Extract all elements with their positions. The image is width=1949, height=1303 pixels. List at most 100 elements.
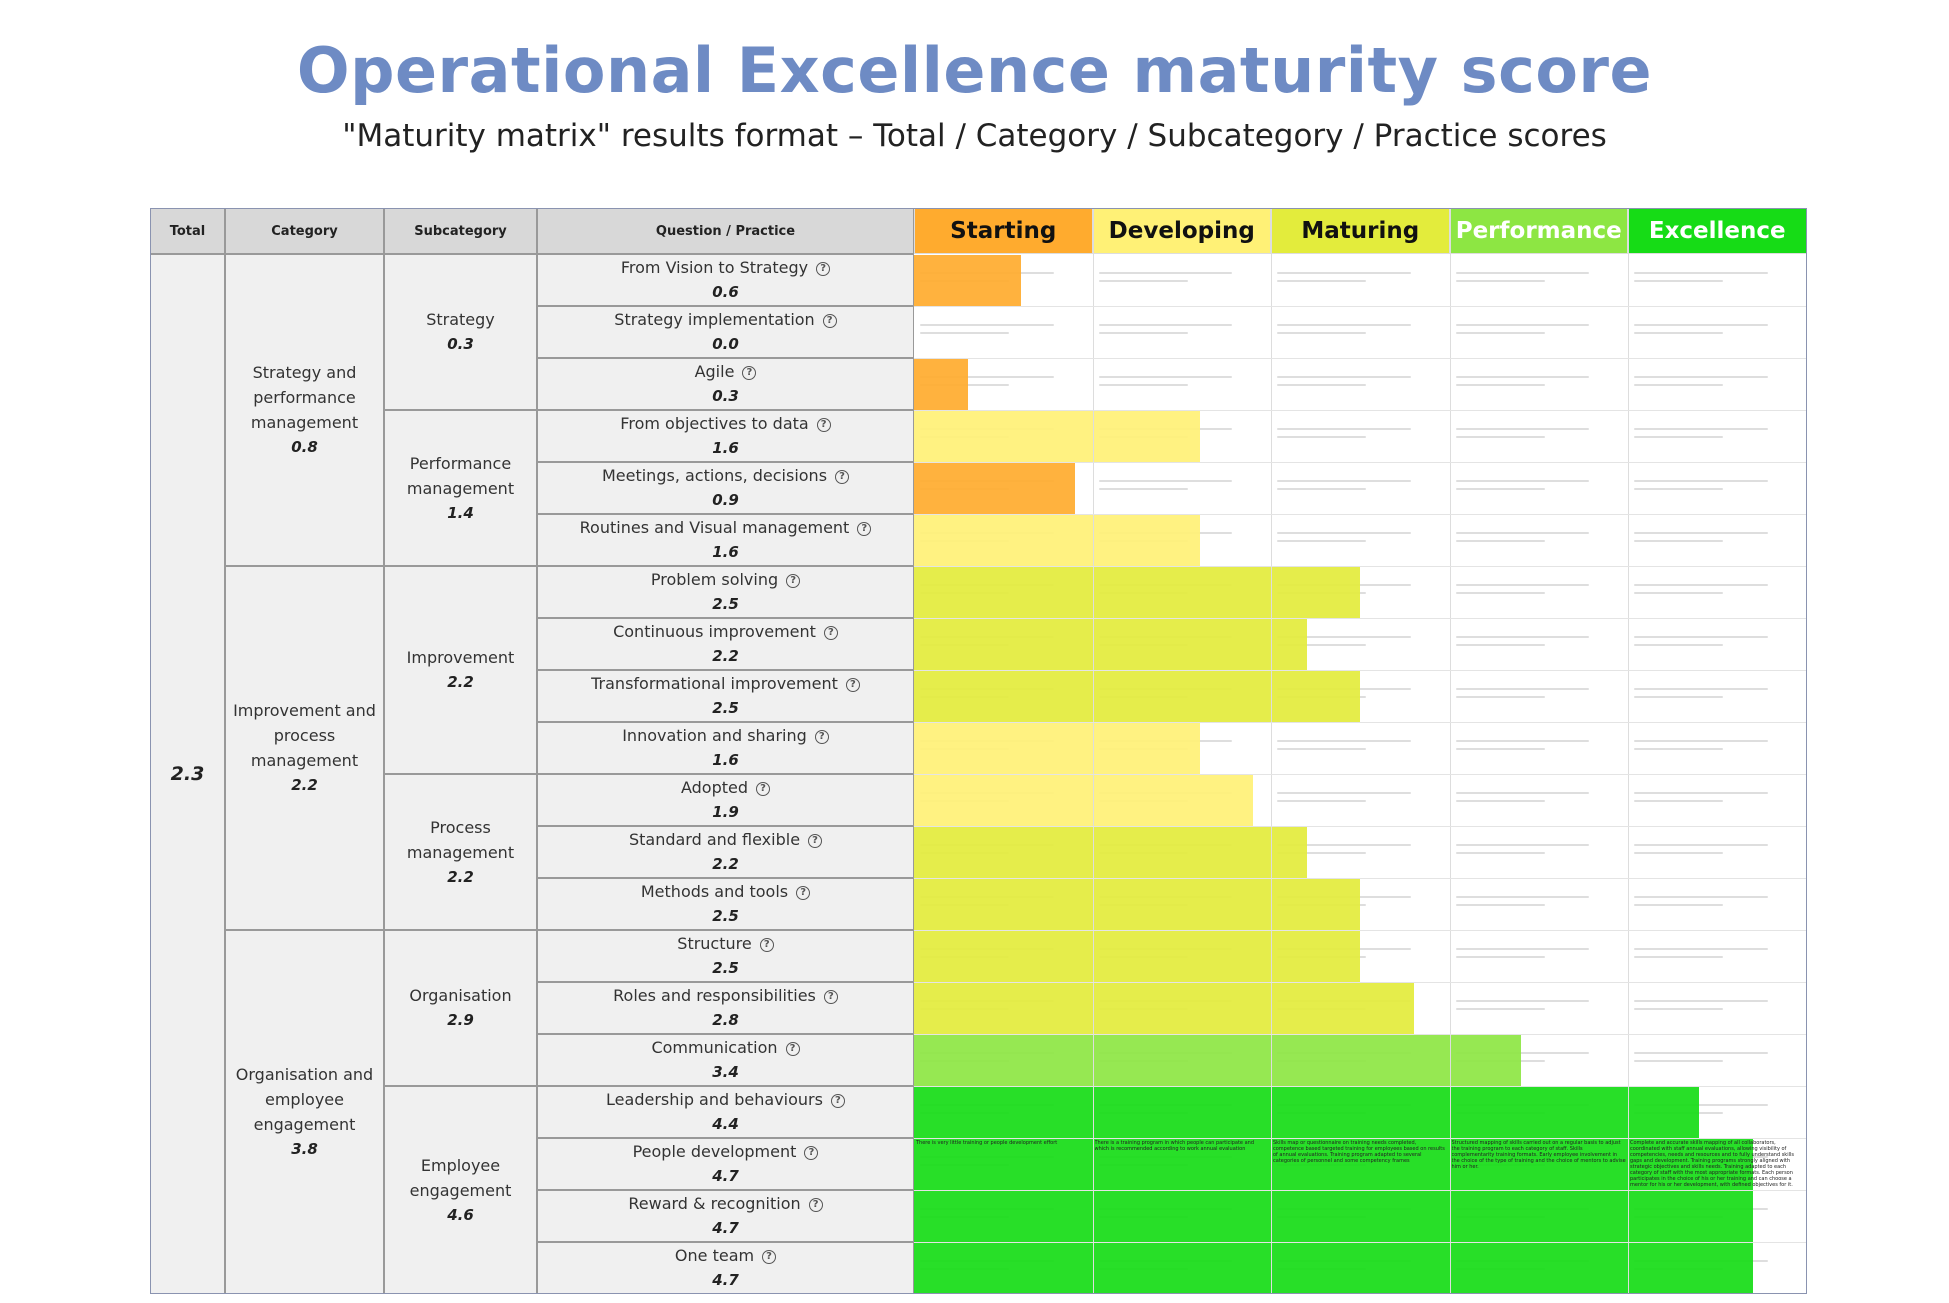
practice-label-row: From objectives to data? xyxy=(620,411,831,436)
help-icon[interactable]: ? xyxy=(835,469,850,484)
practice-cell: People development? 4.7 xyxy=(537,1138,914,1190)
help-icon[interactable]: ? xyxy=(756,781,771,796)
description-blur-line xyxy=(1098,480,1233,482)
description-blur-line xyxy=(920,324,1054,326)
header-category: Category xyxy=(225,208,384,254)
description-blur-line xyxy=(1455,584,1590,586)
page-title: Operational Excellence maturity score xyxy=(296,34,1653,107)
practice-score: 0.0 xyxy=(712,335,739,353)
row-divider xyxy=(914,774,1807,775)
description-blur-line xyxy=(1455,272,1590,274)
help-icon[interactable]: ? xyxy=(796,885,811,900)
practice-bar xyxy=(914,1191,1753,1242)
description-blur-line xyxy=(1455,376,1590,378)
practice-cell: Roles and responsibilities? 2.8 xyxy=(537,982,914,1034)
help-icon[interactable]: ? xyxy=(808,833,823,848)
practice-label: Problem solving xyxy=(650,570,779,589)
practice-bar xyxy=(914,723,1200,774)
help-icon[interactable]: ? xyxy=(857,521,872,536)
help-icon[interactable]: ? xyxy=(786,573,801,588)
help-icon[interactable]: ? xyxy=(823,989,838,1004)
description-blur-line xyxy=(1277,280,1367,282)
header-subcategory: Subcategory xyxy=(384,208,537,254)
help-icon[interactable]: ? xyxy=(814,729,829,744)
practice-bar xyxy=(914,1035,1521,1086)
total-cell: 2.3 xyxy=(150,254,225,1294)
practice-label: Meetings, actions, decisions xyxy=(601,466,828,485)
description-blur-line xyxy=(1455,280,1545,282)
description-blur-line xyxy=(1455,644,1545,646)
help-icon[interactable]: ? xyxy=(816,417,831,432)
description-blur-line xyxy=(1277,540,1367,542)
help-icon[interactable]: ? xyxy=(759,937,774,952)
practice-bar xyxy=(914,983,1414,1034)
practice-score: 0.6 xyxy=(712,283,739,301)
category-cell: Strategy and performance management 0.8 xyxy=(225,254,384,566)
practice-label-row: Structure? xyxy=(677,931,774,956)
subcategory-score: 1.4 xyxy=(447,503,474,522)
description-blur-line xyxy=(1455,904,1545,906)
help-icon[interactable]: ? xyxy=(804,1145,819,1160)
practice-score: 0.3 xyxy=(712,387,739,405)
practice-label: Transformational improvement xyxy=(591,674,838,693)
level-header-performance: Performance xyxy=(1449,208,1628,254)
help-icon[interactable]: ? xyxy=(816,261,831,276)
description-blur-line xyxy=(1277,532,1411,534)
page-subtitle: "Maturity matrix" results format – Total… xyxy=(342,118,1607,154)
description-blur-line xyxy=(1634,844,1768,846)
description-blur-line xyxy=(1277,792,1411,794)
description-blur-line xyxy=(1634,696,1724,698)
row-divider xyxy=(914,1034,1807,1035)
help-icon[interactable]: ? xyxy=(808,1197,823,1212)
practice-cell: Leadership and behaviours? 4.4 xyxy=(537,1086,914,1138)
description-blur-line xyxy=(1634,1052,1768,1054)
description-blur-line xyxy=(1277,272,1411,274)
practice-label: Innovation and sharing xyxy=(622,726,807,745)
practice-cell: Transformational improvement? 2.5 xyxy=(537,670,914,722)
description-blur-line xyxy=(1634,480,1768,482)
level-header-developing: Developing xyxy=(1092,208,1271,254)
practice-score: 4.4 xyxy=(712,1115,739,1133)
practice-cell: Agile? 0.3 xyxy=(537,358,914,410)
practice-cell: Meetings, actions, decisions? 0.9 xyxy=(537,462,914,514)
help-icon[interactable]: ? xyxy=(742,365,757,380)
practice-label: Strategy implementation xyxy=(614,310,815,329)
description-blur-line xyxy=(1455,948,1590,950)
subcategory-cell: Process management 2.2 xyxy=(384,774,537,930)
practice-bar xyxy=(914,515,1200,566)
help-icon[interactable]: ? xyxy=(785,1041,800,1056)
row-divider xyxy=(914,1242,1807,1243)
description-blur-line xyxy=(1634,584,1768,586)
practice-score: 4.7 xyxy=(712,1167,739,1185)
help-icon[interactable]: ? xyxy=(845,677,860,692)
help-icon[interactable]: ? xyxy=(762,1249,777,1264)
category-score: 0.8 xyxy=(291,438,318,456)
subcategory-score: 4.6 xyxy=(447,1205,474,1224)
help-icon[interactable]: ? xyxy=(830,1093,845,1108)
practice-bar xyxy=(914,775,1254,826)
description-blur-line xyxy=(1455,532,1590,534)
practice-label: People development xyxy=(632,1142,797,1161)
row-divider xyxy=(914,930,1807,931)
practice-label: Reward & recognition xyxy=(628,1194,801,1213)
description-blur-line xyxy=(1455,324,1590,326)
description-blur-line xyxy=(920,376,1054,378)
description-blur-line xyxy=(1634,852,1724,854)
description-blur-line xyxy=(1634,1008,1724,1010)
description-blur-line xyxy=(1634,384,1724,386)
description-blur-line xyxy=(1455,696,1545,698)
description-blur-line xyxy=(1634,540,1724,542)
description-blur-line xyxy=(1634,428,1768,430)
practice-cell: Structure? 2.5 xyxy=(537,930,914,982)
row-divider xyxy=(914,358,1807,359)
description-blur-line xyxy=(1455,488,1545,490)
practice-label-row: Transformational improvement? xyxy=(591,671,860,696)
row-divider xyxy=(914,826,1807,827)
help-icon[interactable]: ? xyxy=(822,313,837,328)
description-blur-line xyxy=(1277,488,1367,490)
level-header-excellence: Excellence xyxy=(1628,208,1807,254)
practice-label: From Vision to Strategy xyxy=(620,258,809,277)
description-blur-line xyxy=(1455,1000,1590,1002)
category-score: 3.8 xyxy=(291,1140,318,1158)
help-icon[interactable]: ? xyxy=(823,625,838,640)
